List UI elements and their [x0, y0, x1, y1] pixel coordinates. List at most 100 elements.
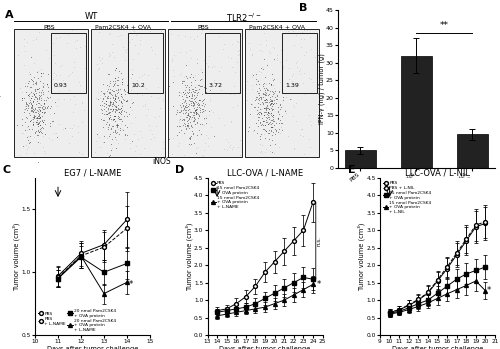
Point: [266, 122, 274, 127]
Point: [185, 106, 193, 112]
Point: [192, 150, 200, 156]
Point: [20, 62, 28, 68]
Point: [166, 83, 173, 89]
Point: [179, 122, 187, 128]
Point: [193, 119, 201, 124]
Point: [109, 106, 117, 112]
Point: [29, 110, 37, 115]
Point: [182, 62, 190, 68]
Point: [277, 47, 285, 52]
Point: [252, 82, 260, 87]
Point: [234, 90, 241, 96]
Point: [148, 47, 156, 52]
Point: [36, 94, 44, 99]
Point: [196, 77, 204, 83]
Point: [183, 115, 191, 120]
Point: [106, 99, 114, 104]
Point: [278, 127, 286, 132]
Point: [22, 127, 30, 133]
Point: [102, 122, 110, 127]
Point: [40, 82, 48, 88]
Point: [256, 42, 264, 47]
Point: [136, 42, 144, 47]
Point: [175, 92, 183, 98]
Point: [191, 107, 199, 112]
Point: [228, 65, 236, 70]
Point: [234, 144, 242, 149]
Point: [185, 125, 193, 131]
Point: [176, 103, 184, 108]
Point: [98, 55, 106, 60]
Point: [132, 43, 140, 48]
Point: [106, 98, 114, 104]
Point: [194, 90, 202, 95]
Point: [181, 87, 189, 92]
Point: [104, 71, 112, 77]
Point: [33, 115, 41, 120]
Point: [202, 89, 209, 95]
Point: [192, 110, 200, 115]
Point: [34, 159, 42, 165]
Point: [134, 136, 142, 142]
Point: [262, 96, 270, 102]
Point: [256, 149, 264, 155]
Point: [116, 106, 124, 112]
Point: [273, 92, 281, 98]
Point: [262, 90, 270, 96]
Point: [168, 57, 175, 62]
Point: [200, 116, 208, 121]
Point: [116, 70, 124, 75]
Point: [182, 122, 190, 127]
Point: [28, 107, 36, 113]
Point: [196, 105, 203, 111]
Point: [22, 114, 30, 120]
Point: [36, 115, 44, 121]
Point: [102, 101, 110, 106]
Point: [121, 91, 129, 97]
Point: [72, 45, 80, 51]
Point: [73, 37, 81, 43]
Point: [256, 90, 264, 96]
Point: [114, 74, 122, 79]
Point: [184, 124, 192, 129]
Point: [114, 82, 122, 88]
Point: [135, 75, 143, 80]
Point: [298, 30, 306, 35]
Point: [196, 97, 203, 103]
Point: [52, 134, 60, 140]
Point: [118, 82, 126, 87]
Point: [199, 106, 207, 111]
Point: [193, 120, 201, 126]
Point: [193, 101, 201, 106]
Point: [110, 76, 118, 81]
Point: [136, 128, 143, 134]
Point: [104, 126, 112, 132]
Point: [271, 132, 279, 137]
Point: [109, 102, 117, 107]
Point: [110, 117, 118, 122]
Point: [28, 98, 36, 104]
Point: [123, 124, 131, 130]
Point: [264, 87, 272, 92]
Point: [258, 116, 266, 121]
Point: [24, 80, 32, 86]
Point: [124, 73, 132, 79]
Point: [142, 86, 150, 91]
Point: [280, 63, 287, 69]
Point: [256, 106, 264, 112]
Point: [182, 110, 190, 115]
Point: [24, 123, 32, 128]
Point: [26, 89, 34, 95]
Point: [268, 97, 276, 103]
Point: [235, 47, 243, 53]
Point: [286, 97, 294, 102]
Point: [44, 71, 52, 76]
Point: [270, 118, 278, 124]
Point: [106, 102, 114, 108]
Point: [183, 104, 191, 110]
Point: [257, 111, 265, 117]
Point: [180, 153, 188, 158]
Point: [26, 139, 34, 145]
Point: [198, 153, 205, 158]
Point: [114, 97, 122, 102]
